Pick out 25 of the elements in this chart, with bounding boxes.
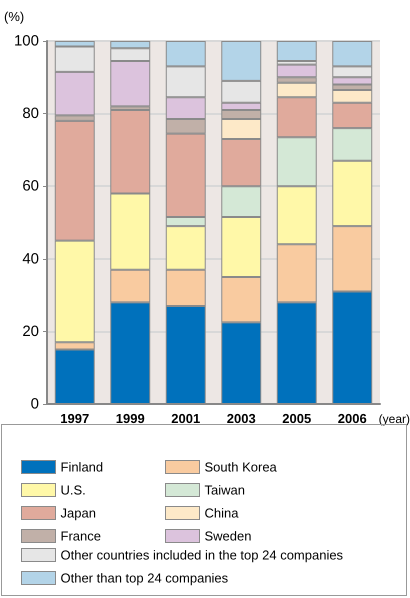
legend-label: China (204, 506, 240, 520)
legend-label: Japan (60, 506, 96, 520)
legend-label: Other countries included in the top 24 companies (60, 548, 344, 562)
y-tick-label: 0 (30, 396, 39, 412)
legend-label: France (60, 528, 101, 544)
x-tick-label: 1999 (116, 411, 145, 426)
legend-label: Sweden (204, 528, 252, 544)
legend-label: U.S. (60, 482, 86, 498)
bar (276, 41, 317, 61)
y-axis-title: (%) (4, 9, 24, 24)
legend-label: Taiwan (204, 482, 245, 498)
x-tick-label: 2003 (226, 411, 256, 426)
x-tick-label: 2006 (338, 411, 367, 426)
y-tick-label: 100 (14, 32, 39, 50)
y-tick-label: 40 (22, 250, 39, 268)
x-tick-label: 2001 (171, 411, 200, 426)
legend-label: South Korea (204, 460, 278, 474)
legend-label: Finland (60, 460, 104, 474)
x-tick-label: 1997 (60, 411, 90, 426)
y-tick-label: 80 (22, 105, 39, 122)
y-tick-label: 20 (22, 322, 39, 340)
x-axis-title: (year) (378, 412, 410, 426)
x-tick-label: 2005 (282, 411, 312, 426)
y-tick-label: 60 (22, 178, 39, 195)
legend-label: Other than top 24 companies (60, 570, 229, 586)
